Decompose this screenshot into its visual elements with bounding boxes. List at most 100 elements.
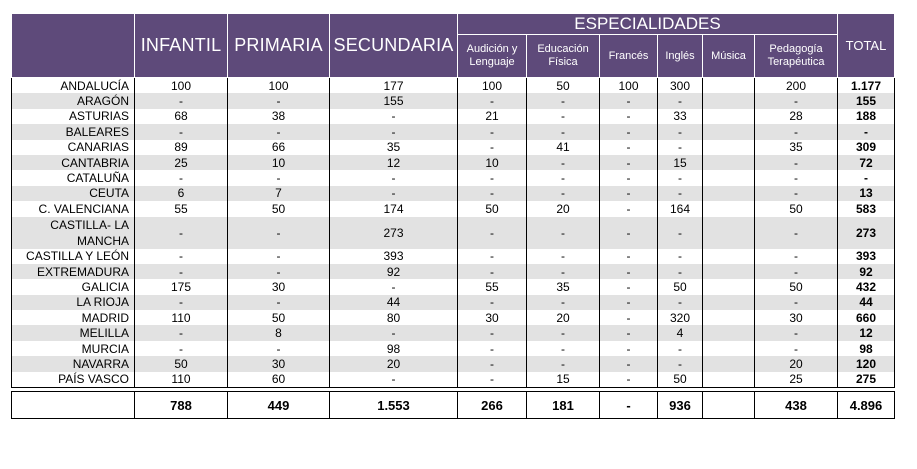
value-cell: 66 (227, 139, 330, 155)
value-cell (702, 356, 755, 372)
value-cell (702, 77, 755, 94)
value-cell: 155 (329, 93, 458, 109)
value-cell: 10 (457, 154, 527, 171)
value-cell: - (526, 185, 600, 202)
value-cell: - (457, 124, 527, 140)
region-name-cell: CANARIAS (11, 139, 135, 155)
value-cell: - (134, 248, 228, 264)
value-cell: - (457, 170, 527, 186)
value-cell: - (657, 170, 703, 186)
value-cell: - (599, 185, 658, 202)
region-name-cell: MURCIA (11, 340, 135, 357)
value-cell (702, 139, 755, 155)
row-total-cell: 583 (837, 201, 895, 217)
value-cell: - (134, 340, 228, 357)
value-cell: - (599, 93, 658, 109)
table-row: EXTREMADURA - -92- - - - -92 (11, 263, 895, 280)
header-infantil: INFANTIL (134, 13, 228, 78)
column-total-cell: 266 (457, 391, 527, 420)
value-cell: - (599, 124, 658, 140)
value-cell: - (134, 263, 228, 280)
value-cell: - (599, 356, 658, 372)
value-cell: - (754, 216, 838, 249)
table-row: LA RIOJA - -44- - - - -44 (11, 294, 895, 311)
row-total-cell: 660 (837, 310, 895, 326)
value-cell: - (657, 93, 703, 109)
table-row: CASTILLA Y LEÓN - -393- - - - -393 (11, 248, 895, 264)
row-total-cell: 432 (837, 279, 895, 295)
table-row: CATALUÑA - - - - - - - - - (11, 170, 895, 186)
region-name-cell: PAÍS VASCO (11, 371, 135, 389)
value-cell: 164 (657, 201, 703, 217)
column-total-cell: 449 (227, 391, 330, 420)
value-cell: - (329, 124, 458, 140)
header-total: TOTAL (837, 13, 895, 78)
region-name-cell: CANTABRIA (11, 154, 135, 171)
row-total-cell: 188 (837, 108, 895, 125)
value-cell: 80 (329, 310, 458, 326)
value-cell: - (599, 154, 658, 171)
value-cell: - (457, 356, 527, 372)
value-cell: - (457, 294, 527, 311)
value-cell: - (754, 325, 838, 341)
value-cell: 50 (457, 201, 527, 217)
header-secundaria: SECUNDARIA (329, 13, 458, 78)
teacher-positions-table: INFANTIL PRIMARIA SECUNDARIA ESPECIALIDA… (11, 13, 895, 420)
value-cell: - (227, 124, 330, 140)
value-cell: 177 (329, 77, 458, 94)
value-cell: - (599, 263, 658, 280)
value-cell: - (227, 263, 330, 280)
value-cell: - (526, 124, 600, 140)
region-name-cell: MADRID (11, 310, 135, 326)
region-name-cell: GALICIA (11, 279, 135, 295)
table-row: MADRID 110 50 80 30 20-320 30 660 (11, 310, 895, 326)
value-cell: - (526, 108, 600, 125)
table-body: ANDALUCÍA 100 100 177 100 50 100 300 200 1.177 ARA… (11, 77, 895, 389)
value-cell: 20 (329, 356, 458, 372)
value-cell: 30 (457, 310, 527, 326)
header-ingles: Inglés (657, 34, 703, 78)
value-cell: 20 (526, 201, 600, 217)
value-cell: - (599, 108, 658, 125)
value-cell: 6 (134, 185, 228, 202)
value-cell: - (526, 263, 600, 280)
value-cell (702, 201, 755, 217)
value-cell: - (227, 248, 330, 264)
value-cell: - (526, 248, 600, 264)
value-cell: - (457, 139, 527, 155)
value-cell: 12 (329, 154, 458, 171)
table-row: GALICIA 175 30-55 35-50 50 432 (11, 279, 895, 295)
value-cell: - (657, 356, 703, 372)
table-row: CASTILLA- LA MANCHA - -273- - - - -273 (11, 216, 895, 249)
value-cell: - (457, 185, 527, 202)
value-cell: 92 (329, 263, 458, 280)
value-cell: - (599, 201, 658, 217)
value-cell: 98 (329, 340, 458, 357)
totals-row: 788 449 1.553 266 181-936 438 4.896 (11, 391, 895, 420)
value-cell: - (329, 371, 458, 389)
value-cell: - (657, 216, 703, 249)
value-cell: - (526, 170, 600, 186)
value-cell: 60 (227, 371, 330, 389)
value-cell (702, 185, 755, 202)
value-cell: - (227, 340, 330, 357)
value-cell: 50 (657, 279, 703, 295)
value-cell: 30 (227, 356, 330, 372)
value-cell: - (599, 139, 658, 155)
value-cell: - (457, 340, 527, 357)
value-cell: - (754, 185, 838, 202)
table-row: MELILLA -8- - - -4-12 (11, 325, 895, 341)
table-row: MURCIA - -98- - - - -98 (11, 340, 895, 357)
value-cell: - (754, 93, 838, 109)
value-cell: 55 (134, 201, 228, 217)
row-total-cell: 98 (837, 340, 895, 357)
value-cell: - (526, 93, 600, 109)
value-cell: 100 (457, 77, 527, 94)
region-name-cell: LA RIOJA (11, 294, 135, 311)
value-cell: - (657, 124, 703, 140)
value-cell (702, 340, 755, 357)
row-total-cell: 393 (837, 248, 895, 264)
column-total-cell: - (599, 391, 658, 420)
value-cell: - (329, 170, 458, 186)
row-total-cell: 275 (837, 371, 895, 389)
